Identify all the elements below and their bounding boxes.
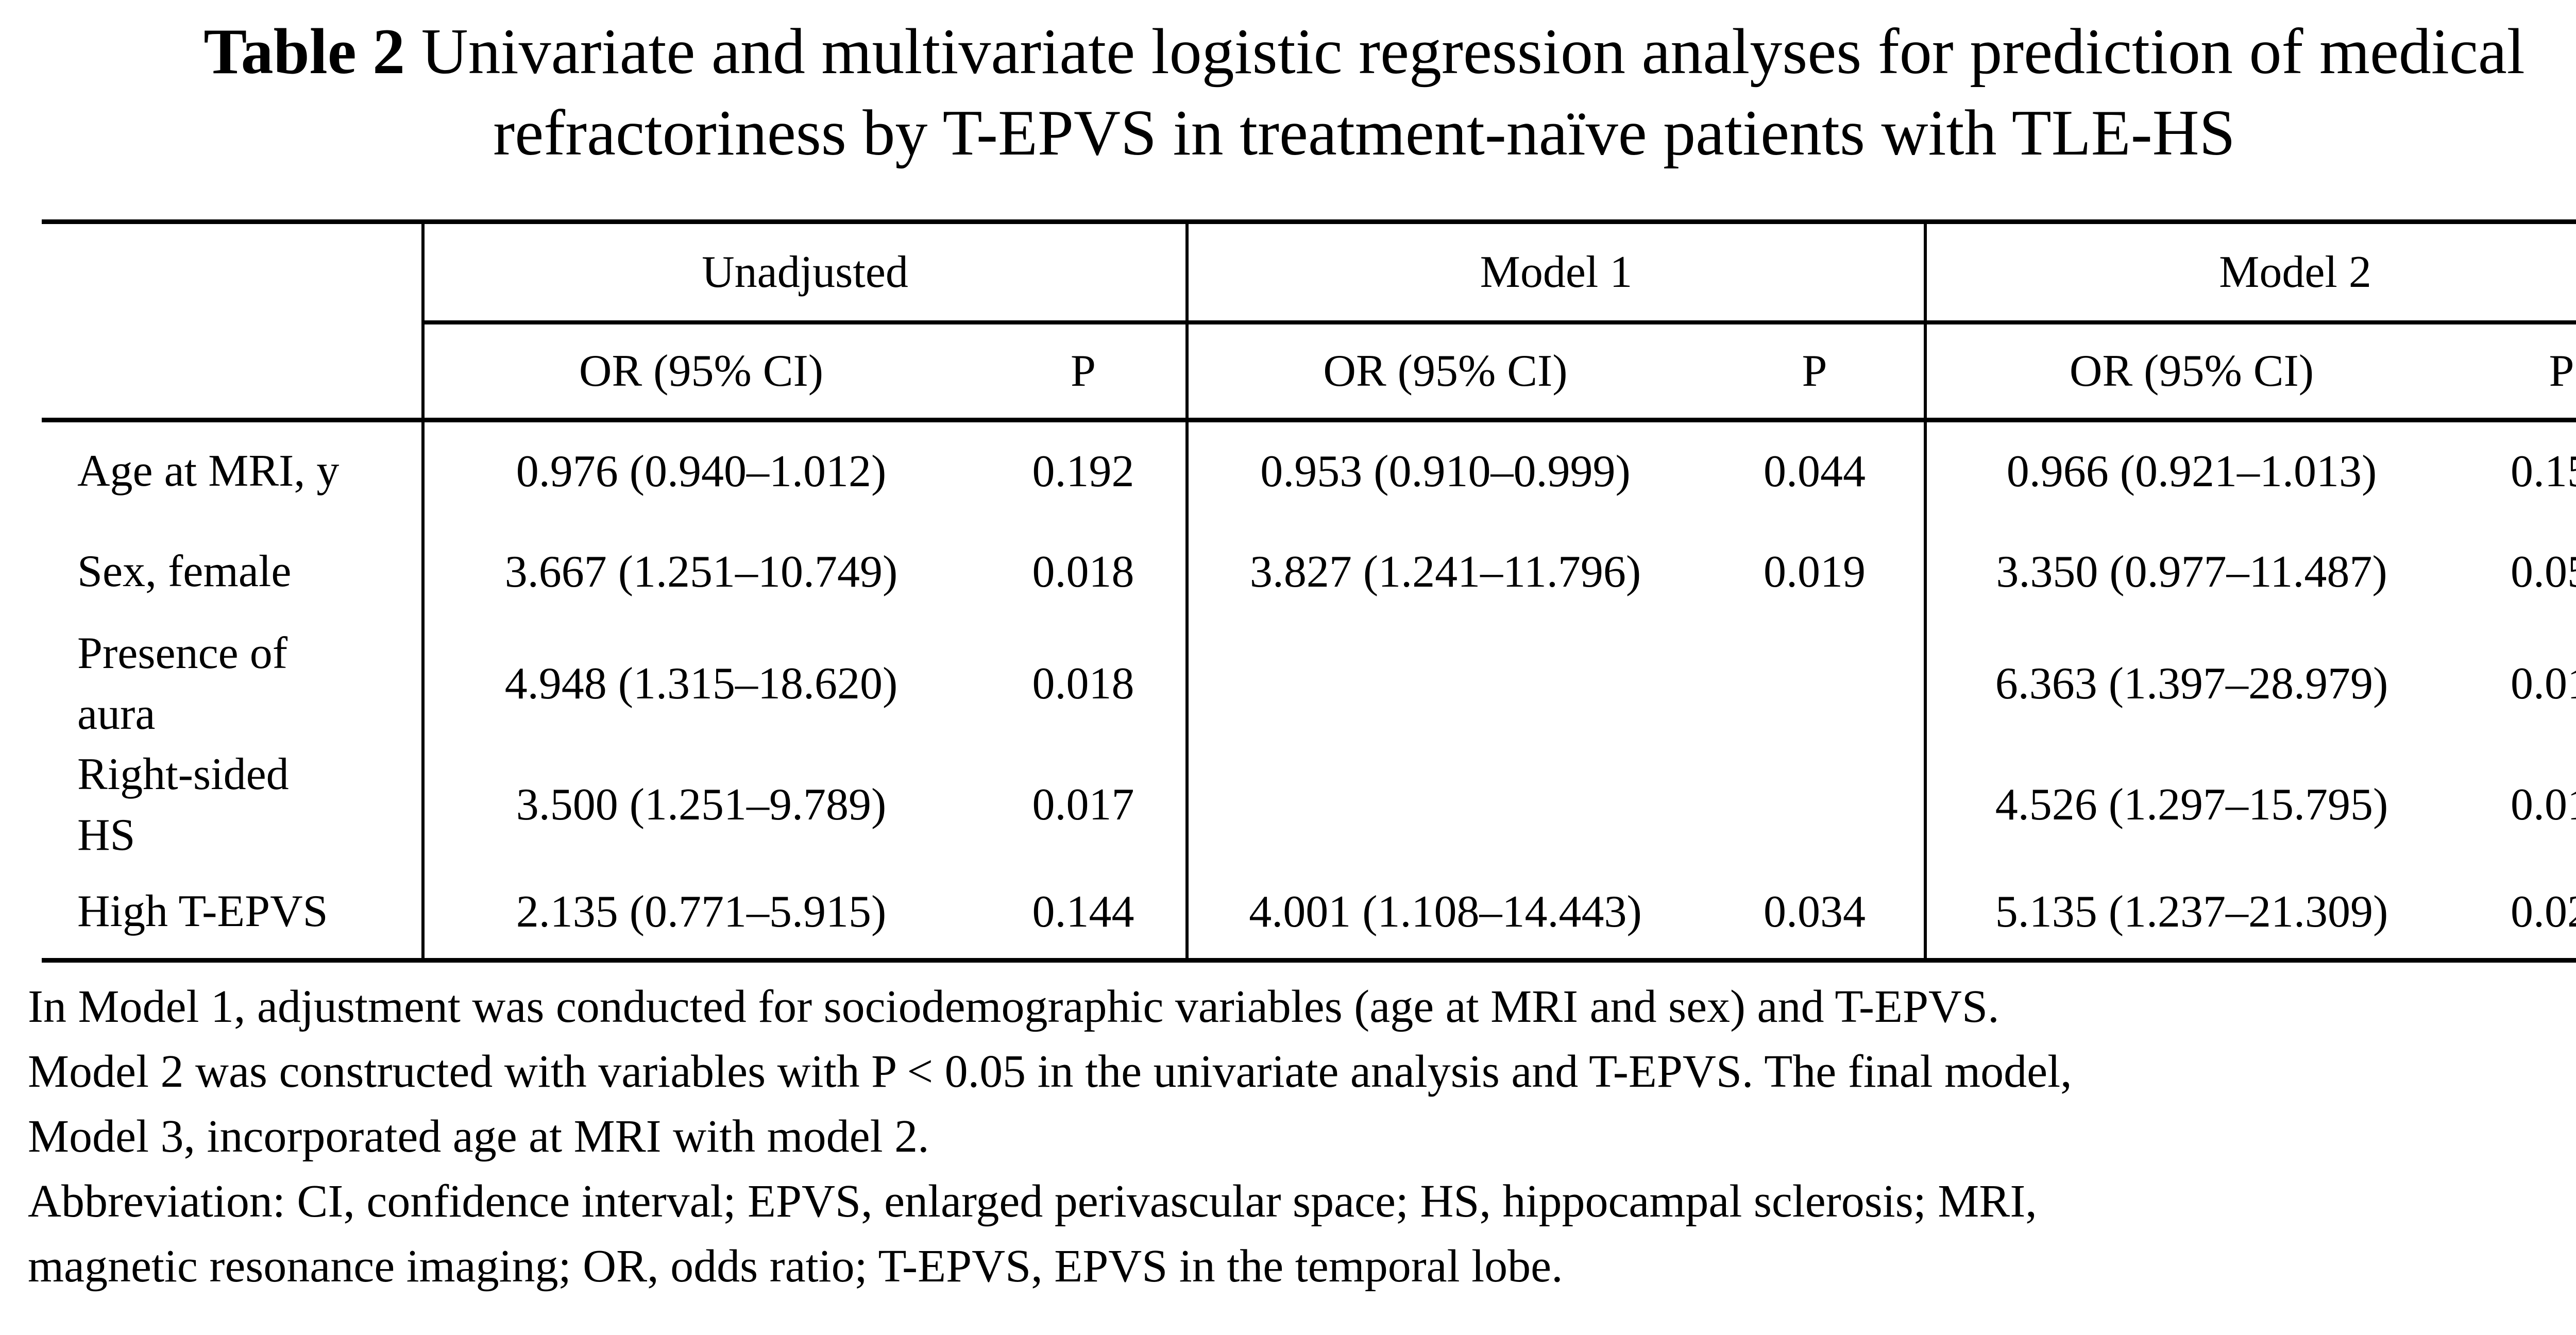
or-ci-cell: 5.135 (1.237–21.309) (1995, 886, 2388, 937)
footnote-model1: In Model 1, adjustment was conducted for… (28, 981, 1999, 1032)
row-label-presence-of-aura: Presence of aura (42, 623, 423, 744)
row-label-right-sided-hs: Right-sided HS (42, 744, 423, 865)
footnote-abbreviations-a: Abbreviation: CI, confidence interval; E… (28, 1176, 2037, 1227)
p-value-cell: 0.017 (1032, 780, 1134, 830)
or-ci-cell-empty (1187, 623, 1704, 744)
title-line-1: Table 2 Univariate and multivariate logi… (0, 11, 2576, 93)
p-value-cell: 0.192 (1032, 446, 1134, 497)
or-ci-cell-empty (1187, 744, 1704, 865)
divider-unadjusted-model1 (1185, 219, 1189, 963)
rule-under-group-headers (423, 320, 2576, 324)
title-line-2: refractoriness by T-EPVS in treatment-na… (493, 97, 2235, 169)
p-value-cell: 0.034 (1764, 886, 1866, 937)
col-header-or-unadjusted: OR (95% CI) (579, 346, 824, 396)
row-label-line1: Presence of (77, 628, 288, 678)
or-ci-cell: 4.948 (1.315–18.620) (504, 659, 898, 709)
or-ci-cell: 0.966 (0.921–1.013) (2006, 446, 2377, 497)
divider-stub-unadjusted (421, 219, 425, 963)
footnote-abbreviations-b: magnetic resonance imaging; OR, odds rat… (28, 1241, 1563, 1292)
p-value-cell-empty (1704, 623, 1925, 744)
rule-under-column-headers (42, 418, 2576, 422)
row-label-age-at-mri: Age at MRI, y (42, 422, 423, 520)
or-ci-cell: 4.526 (1.297–15.795) (1995, 780, 2388, 830)
row-label-line1: Age at MRI, y (77, 446, 340, 496)
p-value-cell: 0.018 (1032, 546, 1134, 597)
col-header-p-model1: P (1802, 346, 1827, 396)
or-ci-cell: 6.363 (1.397–28.979) (1995, 659, 2388, 709)
table-title: Table 2 Univariate and multivariate logi… (0, 11, 2576, 174)
row-label-line2: HS (77, 810, 135, 860)
divider-model1-model2 (1924, 219, 1927, 963)
row-label-line2: aura (77, 689, 156, 739)
col-header-or-model2: OR (95% CI) (2069, 346, 2314, 396)
p-value-cell: 0.018 (1032, 659, 1134, 709)
p-value-cell: 0.044 (1764, 446, 1866, 497)
title-line-1-text: Univariate and multivariate logistic reg… (405, 16, 2525, 88)
or-ci-cell: 0.953 (0.910–0.999) (1260, 446, 1631, 497)
col-header-p-unadjusted: P (1071, 346, 1096, 396)
p-value-cell: 0.017 (2511, 659, 2576, 709)
p-value-cell: 0.153 (2511, 446, 2576, 497)
or-ci-cell: 3.667 (1.251–10.749) (504, 546, 898, 597)
or-ci-cell: 4.001 (1.108–14.443) (1249, 886, 1642, 937)
p-value-cell: 0.019 (1764, 546, 1866, 597)
group-header-model2: Model 2 (2219, 247, 2371, 297)
footnote-model2-b: Model 3, incorporated age at MRI with mo… (28, 1111, 929, 1162)
group-header-model1: Model 1 (1480, 247, 1633, 297)
or-ci-cell: 0.976 (0.940–1.012) (516, 446, 887, 497)
p-value-cell: 0.054 (2511, 546, 2576, 597)
or-ci-cell: 3.500 (1.251–9.789) (516, 780, 887, 830)
row-label-line1: Sex, female (77, 546, 292, 596)
footnote-model2-a: Model 2 was constructed with variables w… (28, 1046, 2072, 1097)
p-value-cell: 0.024 (2511, 886, 2576, 937)
col-header-p-model2: P (2549, 346, 2574, 396)
table-number: Table 2 (204, 16, 405, 88)
or-ci-cell: 3.827 (1.241–11.796) (1249, 546, 1641, 597)
regression-table: Unadjusted Model 1 Model 2 OR (95% CI) P… (42, 219, 2576, 963)
or-ci-cell: 3.350 (0.977–11.487) (1996, 546, 2387, 597)
table-footnotes: In Model 1, adjustment was conducted for… (28, 974, 2072, 1299)
group-header-unadjusted: Unadjusted (702, 247, 908, 297)
p-value-cell-empty (1704, 744, 1925, 865)
row-label-sex-female: Sex, female (42, 520, 423, 623)
row-label-high-t-epvs: High T-EPVS (42, 865, 423, 958)
rule-top (42, 219, 2576, 224)
row-label-line1: High T-EPVS (77, 886, 328, 936)
rule-bottom (42, 958, 2576, 963)
p-value-cell: 0.144 (1032, 886, 1134, 937)
col-header-or-model1: OR (95% CI) (1323, 346, 1568, 396)
or-ci-cell: 2.135 (0.771–5.915) (516, 886, 887, 937)
row-label-line1: Right-sided (77, 749, 289, 799)
p-value-cell: 0.018 (2511, 780, 2576, 830)
